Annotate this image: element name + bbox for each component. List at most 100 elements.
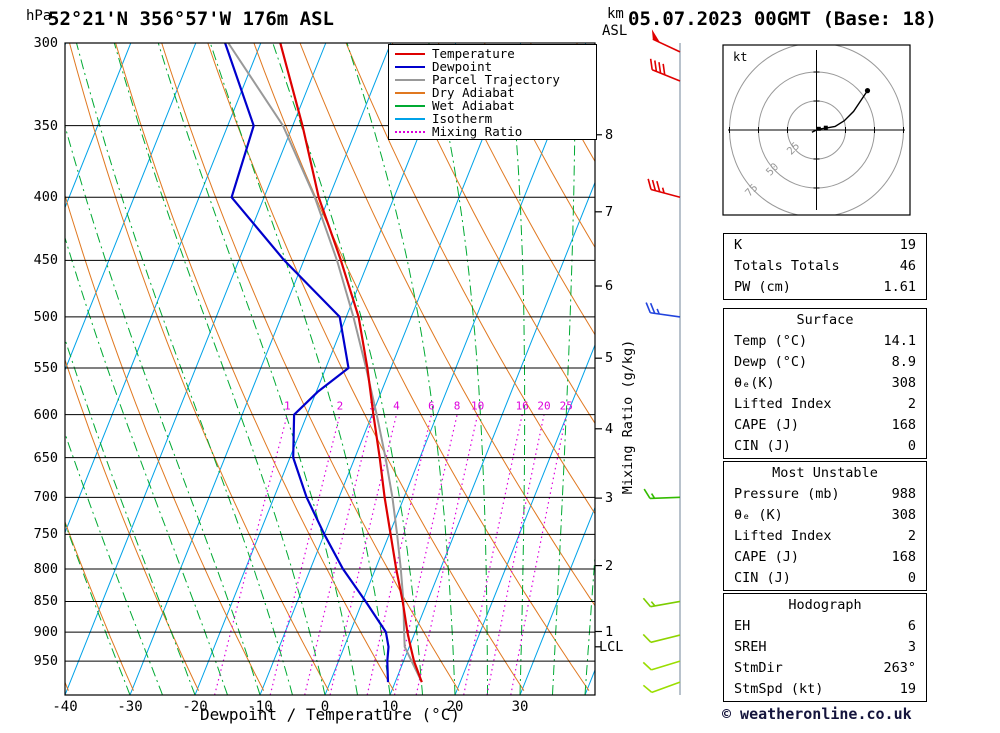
wind-barb-feather [647, 178, 652, 190]
table-row-value: 308 [891, 507, 916, 523]
profiles [224, 43, 423, 683]
table-row-value: 19 [899, 681, 916, 697]
isotherm-line [519, 506, 595, 695]
isotherm-line [65, 43, 67, 47]
table-row: EH 6 [724, 616, 926, 637]
table-row: StmDir 263° [724, 658, 926, 679]
wet-adiabat-line [272, 43, 423, 695]
station-title: 52°21'N 356°57'W 176m ASL [48, 8, 334, 30]
isotherm-line [259, 43, 522, 695]
wind-barb-feather [645, 302, 652, 314]
wind-barb-staff [651, 681, 681, 694]
legend-row: Isotherm [389, 112, 596, 125]
legend-label: Temperature [432, 46, 515, 61]
hodograph-trace-end-dot [864, 88, 871, 94]
legend-label: Dry Adiabat [432, 85, 515, 100]
table-row-value: 308 [891, 375, 916, 391]
table-row-value: 168 [891, 417, 916, 433]
wind-barb-pennant [651, 29, 661, 43]
table-row-value: 168 [891, 549, 916, 565]
wet-adiabat-line [209, 43, 391, 695]
legend-row: Wet Adiabat [389, 99, 596, 112]
hodograph-ring-label: 75 [743, 182, 760, 199]
wet-adiabat-line [65, 431, 163, 695]
wind-barb-half-feather [650, 493, 656, 499]
dry-adiabat-line [437, 43, 595, 336]
table-row: Dewp (°C) 8.9 [724, 352, 926, 373]
table-row: PW (cm) 1.61 [724, 277, 926, 298]
table-row-label: Dewp (°C) [734, 354, 808, 370]
copyright[interactable]: © weatheronline.co.uk [722, 705, 912, 723]
wet-adiabat-line [552, 43, 576, 695]
hodograph-marker [823, 125, 828, 130]
table-row: Pressure (mb) 988 [724, 484, 926, 505]
table-row: Lifted Index 2 [724, 526, 926, 547]
dry-adiabat-line [65, 358, 200, 691]
legend-line-sample [395, 52, 425, 55]
legend-row: Dewpoint [389, 60, 596, 73]
table-row-label: StmSpd (kt) [734, 681, 824, 697]
wet-adiabat-line [346, 43, 456, 695]
legend-line-sample [395, 117, 425, 120]
mixing-ratio-line [510, 414, 567, 695]
wind-barb-staff [650, 600, 681, 608]
altitude-axis-unit-km-label: km [607, 6, 624, 22]
table-row: StmSpd (kt) 19 [724, 679, 926, 700]
table-row-value: 263° [883, 660, 916, 676]
table-row: CIN (J) 0 [724, 436, 926, 457]
dewpoint-line [224, 43, 390, 683]
dry-adiabat-line [207, 43, 525, 691]
mixing-ratio-value-label: 25 [560, 400, 573, 413]
wind-barb-feather [654, 60, 658, 72]
table-row-value: 1.61 [883, 279, 916, 295]
table-row: CAPE (J) 168 [724, 547, 926, 568]
isotherm-line [194, 43, 457, 695]
table-row: K 19 [724, 235, 926, 256]
wind-barb-half-feather [656, 308, 660, 315]
table-row-label: CIN (J) [734, 570, 791, 586]
table-row-label: Pressure (mb) [734, 486, 840, 502]
wind-barbs [642, 29, 681, 694]
table-row-value: 6 [907, 618, 916, 634]
parcel-trajectory-line [227, 43, 423, 683]
legend-row: Parcel Trajectory [389, 73, 596, 86]
dry-adiabat-line [115, 43, 395, 691]
table-row: θₑ(K) 308 [724, 373, 926, 394]
legend-line-sample [395, 78, 425, 81]
table-title: Surface [796, 312, 854, 328]
lcl-label: LCL [599, 639, 624, 655]
isotherm-line [129, 43, 392, 695]
hodograph-unit-label: kt [733, 50, 748, 64]
legend-line-sample [395, 91, 425, 94]
hodograph-table: Hodograph EH 6 SREH 3 StmDir 263° StmSpd (kt) 19 [723, 593, 927, 702]
table-row-label: PW (cm) [734, 279, 791, 295]
wind-barb-staff [650, 634, 681, 644]
mixing-ratio-value-label: 8 [454, 400, 461, 413]
mixing-ratio-value-label: 10 [471, 400, 484, 413]
wind-barb-staff [651, 68, 681, 82]
altitude-axis-unit-asl-label: ASL [602, 23, 628, 39]
wind-barb-feather [643, 488, 651, 499]
table-row-label: CIN (J) [734, 438, 791, 454]
table-row-label: StmDir [734, 660, 783, 676]
table-row-value: 46 [899, 258, 916, 274]
table-row-label: Temp (°C) [734, 333, 808, 349]
table-row-value: 988 [891, 486, 916, 502]
legend-line-sample [395, 65, 425, 68]
hodograph-trace [811, 90, 869, 133]
mixing-ratio-line [463, 414, 523, 695]
table-row-label: SREH [734, 639, 767, 655]
table-row: Totals Totals 46 [724, 256, 926, 277]
mixing-ratio-line [415, 414, 479, 695]
table-row: Lifted Index 2 [724, 394, 926, 415]
surface-table: Surface Temp (°C) 14.1 Dewp (°C) 8.9 θₑ(K) 308… [723, 308, 927, 459]
wind-barb-staff [650, 188, 681, 199]
table-row-label: θₑ(K) [734, 375, 775, 391]
dry-adiabat-line [65, 520, 134, 691]
wet-adiabat-line [157, 43, 358, 695]
isotherm-line [65, 43, 132, 209]
wind-barb-staff [650, 311, 681, 318]
legend-label: Parcel Trajectory [432, 72, 560, 87]
legend-label: Dewpoint [432, 59, 493, 74]
